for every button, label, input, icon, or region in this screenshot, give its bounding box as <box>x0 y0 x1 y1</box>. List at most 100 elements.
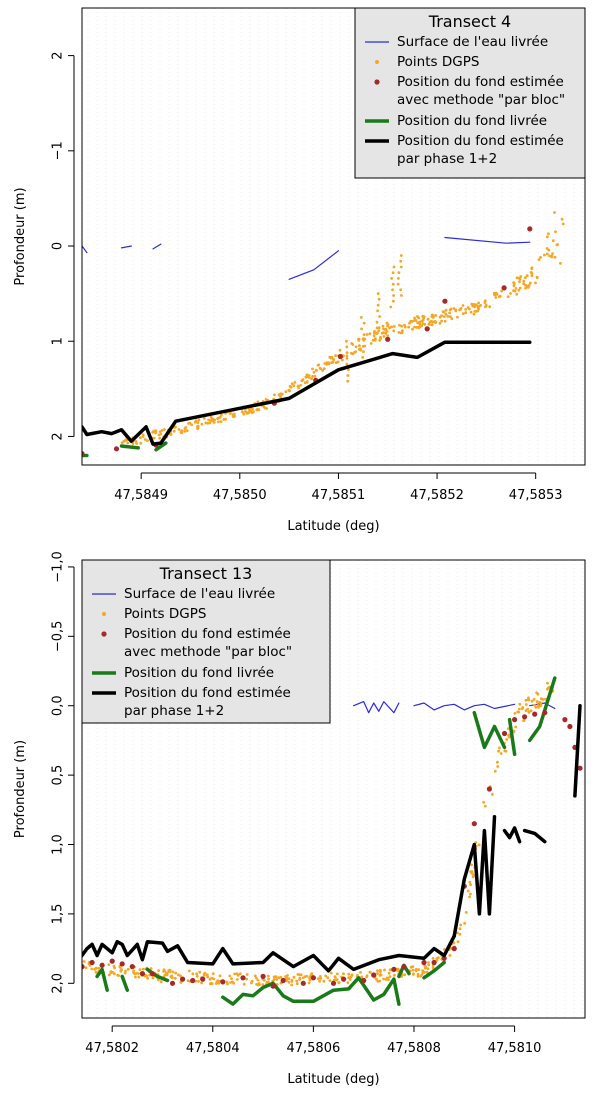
dgps-point <box>197 418 201 422</box>
dgps-point <box>507 734 510 737</box>
dgps-point <box>230 977 233 980</box>
dgps-point <box>392 299 395 303</box>
dgps-point <box>403 323 406 327</box>
dgps-point <box>401 329 404 332</box>
dgps-point <box>377 326 381 330</box>
dgps-point <box>287 980 291 984</box>
bloc-point <box>119 961 125 967</box>
dgps-point <box>418 322 422 326</box>
dgps-point <box>134 440 138 443</box>
dgps-point <box>177 973 180 977</box>
dgps-point <box>208 421 212 425</box>
dgps-point <box>284 976 288 980</box>
dgps-point <box>442 315 446 318</box>
dgps-point <box>365 974 369 978</box>
dgps-point <box>381 324 385 328</box>
bloc-point <box>421 959 427 966</box>
plot-area <box>82 676 583 1006</box>
legend: Transect 4 Surface de l'eau livrée Points … <box>354 7 586 179</box>
dgps-point <box>409 965 413 969</box>
dgps-point <box>444 312 448 316</box>
dgps-point <box>535 700 539 704</box>
dgps-point <box>375 332 378 335</box>
dgps-point <box>554 230 557 234</box>
dgps-point <box>432 314 435 317</box>
dgps-point <box>521 706 525 709</box>
dgps-point <box>308 376 311 379</box>
bloc-point <box>200 976 206 982</box>
dgps-point <box>493 293 497 297</box>
dgps-point <box>246 412 250 415</box>
dgps-point <box>509 292 512 295</box>
dgps-point <box>256 978 260 982</box>
legend-entry: Position du fond estimée <box>124 626 291 642</box>
dgps-point <box>84 966 88 970</box>
dgps-point <box>539 256 542 259</box>
dgps-point <box>388 975 392 978</box>
dgps-point <box>469 892 472 896</box>
dgps-point <box>154 431 157 435</box>
dgps-point <box>433 320 437 323</box>
dgps-point <box>359 971 362 974</box>
x-tick-label: 47,5802 <box>85 1041 139 1056</box>
dgps-point <box>553 255 557 259</box>
dgps-point <box>219 420 223 423</box>
bloc-point <box>431 959 437 966</box>
surface-line-series <box>413 702 516 711</box>
dgps-point <box>244 410 247 413</box>
dgps-point <box>205 973 209 977</box>
dgps-point <box>231 413 235 417</box>
dgps-point <box>369 342 373 345</box>
dgps-point <box>90 967 94 971</box>
legend-title: Transect 13 <box>159 564 253 583</box>
dgps-point <box>527 711 531 714</box>
dgps-point <box>345 362 349 366</box>
phase-line-series <box>573 703 582 798</box>
y-tick-label: 0,0 <box>51 695 66 716</box>
dgps-point <box>313 374 317 378</box>
dgps-point <box>137 975 141 979</box>
dgps-point <box>389 305 393 309</box>
dgps-point <box>318 366 322 370</box>
surface-line-series <box>152 243 162 250</box>
dgps-point <box>172 429 176 433</box>
bloc-point <box>310 975 316 981</box>
dgps-point <box>409 319 413 323</box>
dgps-point <box>292 384 296 388</box>
dgps-point <box>376 979 380 983</box>
dgps-point <box>524 286 527 290</box>
dgps-point <box>524 703 528 706</box>
x-axis-label: Latitude (deg) <box>287 1072 379 1087</box>
dgps-point <box>535 691 538 694</box>
x-axis: 47,5849 47,5850 47,5851 47,5852 47,5853 <box>114 472 563 503</box>
dgps-point <box>377 297 381 301</box>
dgps-point <box>273 393 276 397</box>
bloc-point <box>341 976 347 982</box>
dgps-point <box>528 281 532 285</box>
dgps-point <box>452 307 456 310</box>
dgps-point <box>245 973 249 976</box>
dgps-point <box>350 342 354 345</box>
dgps-point <box>363 344 367 348</box>
dgps-point <box>290 983 294 987</box>
dgps-point <box>546 686 550 690</box>
legend-entry: par phase 1+2 <box>124 703 224 719</box>
dgps-point <box>499 752 503 755</box>
dgps-point <box>372 334 376 338</box>
bloc-point <box>270 983 276 989</box>
dgps-point <box>207 418 211 422</box>
dgps-point <box>535 276 539 280</box>
y-tick-label: −1,0 <box>51 551 66 583</box>
dgps-point <box>425 970 429 974</box>
dgps-point <box>414 967 418 971</box>
dgps-point <box>124 969 127 973</box>
dgps-point <box>483 301 487 304</box>
dgps-point <box>426 317 430 321</box>
dgps-point <box>551 252 554 256</box>
dgps-point <box>136 972 140 975</box>
dgps-point <box>476 309 480 313</box>
dgps-point <box>422 316 425 320</box>
dgps-point <box>415 326 418 329</box>
dgps-point <box>235 978 239 981</box>
x-tick-label: 47,5806 <box>286 1041 340 1056</box>
